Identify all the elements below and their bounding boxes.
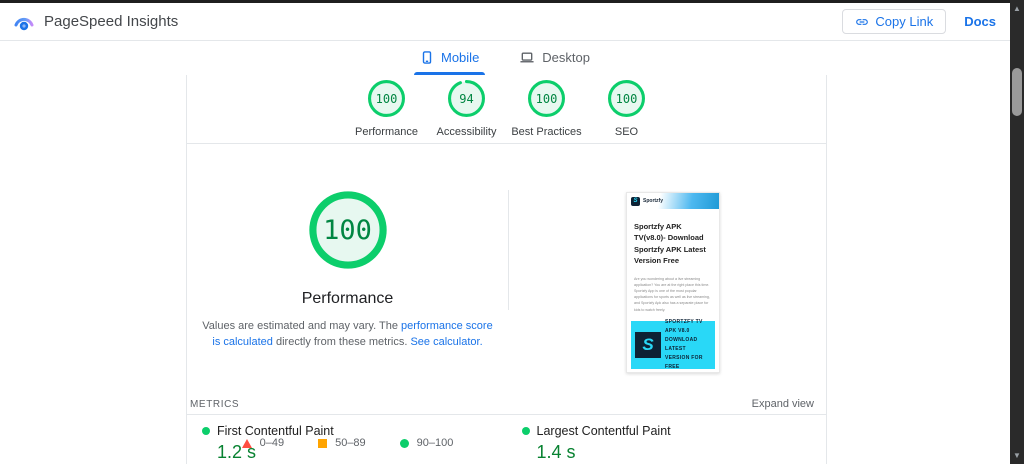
- section-divider: [508, 190, 509, 310]
- tab-mobile-label: Mobile: [441, 50, 480, 65]
- scrollbar-thumb[interactable]: [1012, 68, 1022, 116]
- thumbnail-download-banner: S SPORTZFY TV APK V8.0 DOWNLOAD LATEST V…: [631, 318, 715, 370]
- desktop-laptop-icon: [519, 50, 535, 65]
- report-card: 100 Performance 94 Accessibility 100 Bes…: [186, 75, 827, 464]
- score-performance[interactable]: 100 Performance: [347, 80, 427, 138]
- score-calculation-link[interactable]: performance score is calculated: [212, 320, 493, 348]
- score-accessibility[interactable]: 94 Accessibility: [427, 80, 507, 138]
- legend-average: 50–89: [318, 437, 366, 449]
- page-screenshot-thumbnail[interactable]: S Sportzfy Sportzfy APK TV(v8.0)- Downlo…: [626, 192, 720, 373]
- scores-divider: [187, 143, 826, 144]
- tab-mobile[interactable]: Mobile: [414, 44, 486, 75]
- accessibility-score-value: 94: [459, 91, 474, 106]
- thumbnail-heading: Sportzfy APK TV(v8.0)- Download Sportzfy…: [634, 222, 706, 265]
- see-calculator-link[interactable]: See calculator.: [410, 335, 483, 348]
- score-legend: 0–49 50–89 90–100: [187, 437, 508, 449]
- tab-desktop[interactable]: Desktop: [513, 44, 596, 75]
- disclaimer-text-2: directly from these metrics.: [272, 335, 411, 348]
- average-square-icon: [318, 438, 328, 448]
- sportzfy-logo-icon: S: [631, 196, 640, 206]
- disclaimer-text-1: Values are estimated and may vary. The: [202, 320, 401, 332]
- expand-view-button[interactable]: Expand view: [751, 398, 814, 410]
- score-seo[interactable]: 100 SEO: [587, 80, 667, 138]
- seo-score-value: 100: [615, 91, 638, 106]
- pagespeed-logo-icon: [12, 10, 36, 34]
- performance-gauge-value: 100: [323, 214, 372, 246]
- legend-average-label: 50–89: [335, 437, 366, 449]
- scrollbar-down-arrow-icon[interactable]: ▼: [1013, 451, 1021, 460]
- performance-score-label: Performance: [355, 126, 418, 138]
- thumbnail-paragraph: Are you wondering about a live streaming…: [634, 277, 710, 312]
- tab-desktop-label: Desktop: [542, 50, 590, 65]
- performance-score-ring: 100: [368, 80, 405, 117]
- banner-text: SPORTZFY TV APK V8.0 DOWNLOAD LATEST VER…: [665, 318, 703, 370]
- browser-scrollbar[interactable]: ▲ ▼: [1010, 0, 1024, 464]
- metrics-divider: [187, 414, 826, 415]
- device-tabbar: Mobile Desktop: [0, 44, 1010, 75]
- legend-pass-label: 90–100: [416, 437, 454, 449]
- thumbnail-site-header: S Sportzfy: [627, 193, 719, 209]
- link-icon: [855, 15, 869, 29]
- browser-window-edge: [0, 0, 1024, 3]
- performance-gauge-section: 100 Performance Values are estimated and…: [187, 143, 508, 449]
- copy-link-label: Copy Link: [875, 14, 934, 29]
- docs-link[interactable]: Docs: [964, 14, 996, 29]
- metrics-header-row: METRICS Expand view: [187, 398, 826, 410]
- category-scores-row: 100 Performance 94 Accessibility 100 Bes…: [187, 80, 826, 138]
- pass-circle-icon: [399, 438, 409, 448]
- fail-triangle-icon: [241, 438, 252, 448]
- seo-score-ring: 100: [608, 80, 645, 117]
- seo-score-label: SEO: [614, 126, 639, 138]
- scrollbar-up-arrow-icon[interactable]: ▲: [1013, 4, 1021, 13]
- banner-logo-icon: S: [635, 331, 661, 358]
- lcp-pass-dot-icon: [521, 427, 530, 435]
- accessibility-score-label: Accessibility: [436, 126, 497, 138]
- performance-gauge[interactable]: 100: [308, 191, 387, 269]
- legend-fail-label: 0–49: [259, 437, 285, 449]
- accessibility-score-ring: 94: [448, 80, 485, 117]
- score-best-practices[interactable]: 100 Best Practices: [507, 80, 587, 138]
- fcp-pass-dot-icon: [202, 427, 210, 435]
- fcp-name: First Contentful Paint: [217, 424, 334, 438]
- metrics-grid: First Contentful Paint 1.2 s Largest Con…: [187, 424, 826, 463]
- metrics-heading: METRICS: [190, 398, 240, 410]
- best-practices-score-value: 100: [535, 91, 558, 106]
- mobile-phone-icon: [420, 50, 434, 65]
- brand[interactable]: PageSpeed Insights: [12, 10, 178, 34]
- best-practices-score-label: Best Practices: [511, 126, 582, 138]
- best-practices-score-ring: 100: [528, 80, 565, 117]
- fcp-value: 1.2 s: [217, 442, 257, 462]
- legend-fail: 0–49: [241, 437, 285, 449]
- legend-pass: 90–100: [399, 437, 454, 449]
- metric-first-contentful-paint: First Contentful Paint 1.2 s: [187, 424, 507, 463]
- lcp-name: Largest Contentful Paint: [536, 424, 671, 438]
- app-header: PageSpeed Insights Copy Link Docs: [0, 3, 1024, 41]
- copy-link-button[interactable]: Copy Link: [842, 9, 947, 34]
- score-disclaimer: Values are estimated and may vary. The p…: [198, 319, 498, 351]
- metric-largest-contentful-paint: Largest Contentful Paint 1.4 s: [507, 424, 827, 463]
- performance-score-value: 100: [375, 91, 398, 106]
- thumbnail-site-name: Sportzfy: [643, 198, 663, 204]
- header-actions: Copy Link Docs: [842, 9, 996, 34]
- performance-gauge-title: Performance: [301, 290, 394, 307]
- page-title: PageSpeed Insights: [44, 13, 179, 30]
- lcp-value: 1.4 s: [536, 442, 576, 462]
